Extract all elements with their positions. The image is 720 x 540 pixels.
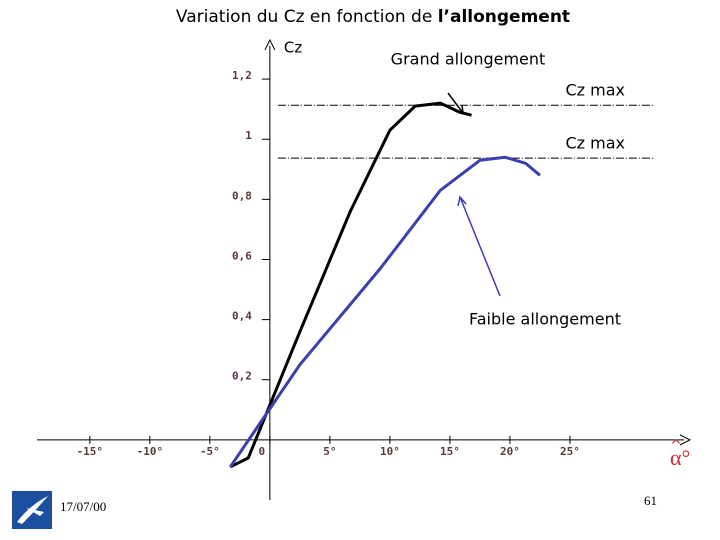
x-tick-label: 20°	[500, 445, 520, 458]
y-tick-label: 0,8	[232, 189, 252, 202]
x-axis-label-hat: ^	[670, 438, 682, 454]
series-line	[229, 155, 541, 468]
series-label: Grand allongement	[391, 50, 546, 69]
title-part: Variation du Cz en fonction de	[176, 7, 432, 27]
x-tick-label: -5°	[200, 445, 220, 458]
y-tick-label: 0,4	[232, 310, 252, 323]
x-tick-label: 15°	[440, 445, 460, 458]
series-label: Faible allongement	[469, 310, 621, 329]
logo	[12, 491, 52, 529]
logo-plane	[17, 496, 48, 524]
y-tick-label: 1	[245, 129, 252, 142]
title-part: l’allongement	[438, 7, 570, 27]
x-tick-label: 25°	[560, 445, 580, 458]
x-tick-label: -10°	[137, 445, 164, 458]
x-tick-label: 5°	[323, 445, 336, 458]
y-tick-label: 0,2	[232, 370, 252, 383]
page-number: 61	[644, 493, 657, 508]
x-tick-label: 0	[259, 445, 266, 458]
chart-title: Variation du Cz en fonction de l’allonge…	[176, 7, 570, 27]
annotation-arrow	[457, 195, 501, 297]
reference-label: Cz max	[565, 134, 625, 153]
footer-date: 17/07/00	[60, 499, 106, 514]
x-axis-arrow	[679, 434, 692, 446]
y-tick-label: 0,6	[232, 249, 252, 262]
annotation-arrow	[447, 92, 464, 114]
y-axis-arrow	[264, 38, 276, 51]
y-tick-label: 1,2	[232, 69, 252, 82]
y-axis-label: Cz	[284, 39, 302, 57]
x-axis-label: α°	[670, 445, 690, 470]
x-tick-label: 10°	[380, 445, 400, 458]
x-tick-label: -15°	[77, 445, 104, 458]
reference-label: Cz max	[565, 81, 625, 100]
